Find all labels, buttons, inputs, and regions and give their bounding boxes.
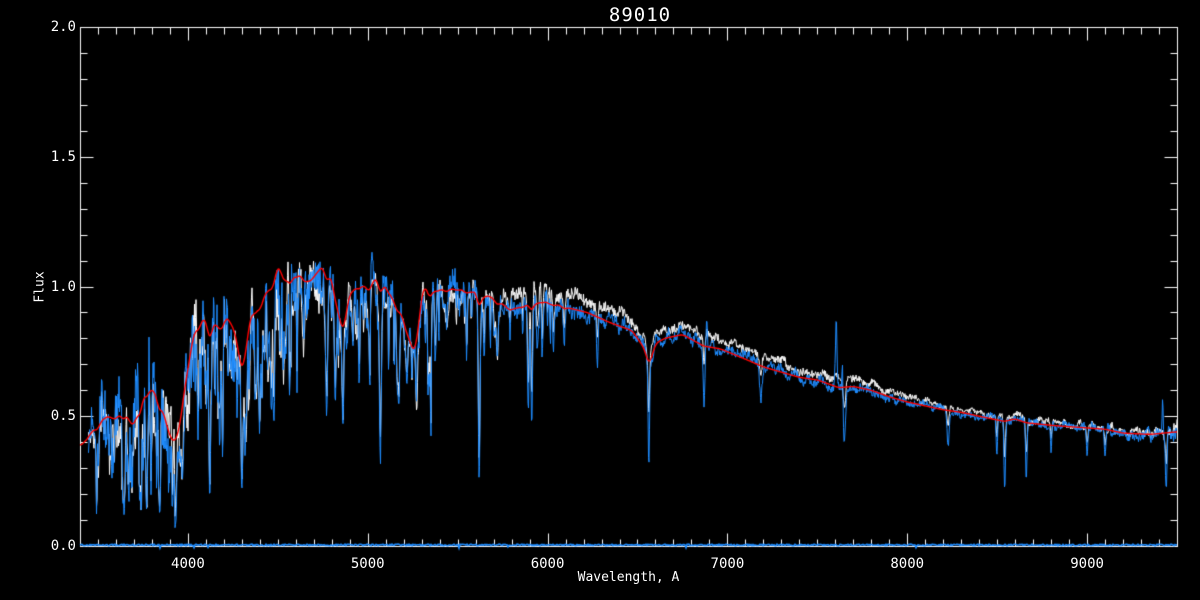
x-tick-label: 7000 (710, 556, 745, 572)
x-tick-label: 4000 (171, 556, 205, 572)
y-tick-label: 1.0 (50, 278, 76, 295)
x-axis-label: Wavelength, A (577, 570, 680, 585)
x-tick-label: 9000 (1070, 556, 1104, 572)
y-tick-label: 1.5 (50, 148, 76, 165)
y-tick-label: 0.5 (50, 408, 76, 425)
plot-title: 89010 (608, 4, 672, 26)
x-tick-label: 6000 (530, 556, 565, 572)
x-tick-label: 8000 (890, 556, 925, 572)
x-tick-label: 5000 (350, 556, 385, 572)
y-tick-label: 2.0 (50, 19, 76, 35)
y-tick-label: 0.0 (50, 538, 76, 554)
